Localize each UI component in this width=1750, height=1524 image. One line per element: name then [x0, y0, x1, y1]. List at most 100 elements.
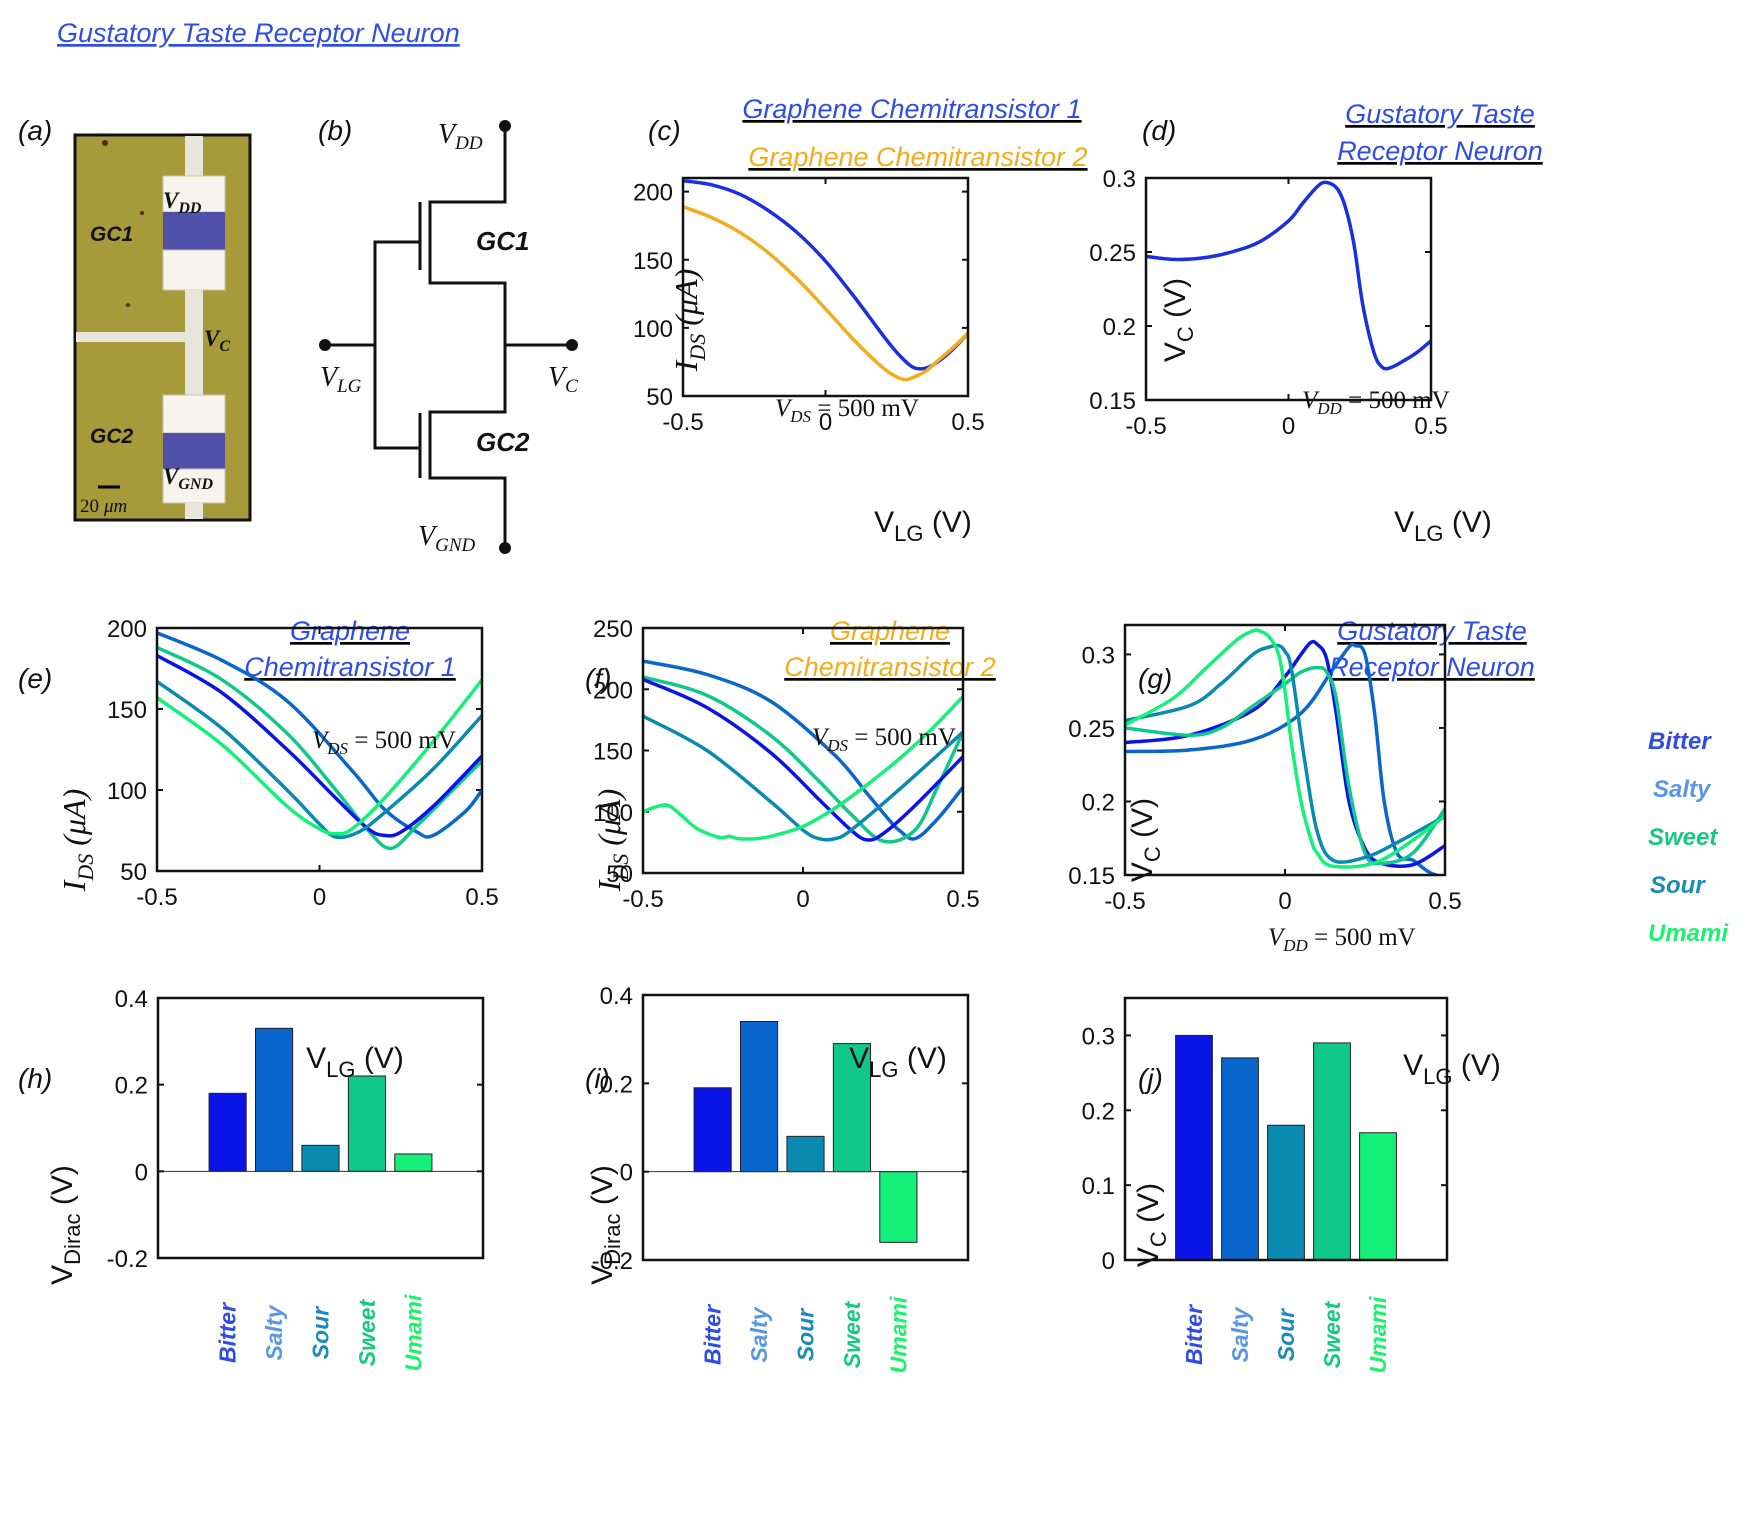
- bar-bitter: [1175, 1034, 1213, 1261]
- series-line-umami: [1125, 628, 1445, 869]
- title-f-line2: Chemitransistor 2: [784, 652, 996, 682]
- x-category-label: Salty: [746, 1306, 772, 1362]
- series-line-graphene-chemitransistor-1: [683, 178, 968, 371]
- xlabel-g: VLG (V): [1403, 1049, 1501, 1089]
- bar-salty: [740, 1021, 779, 1173]
- y-tick-label: 0.15: [1068, 863, 1115, 890]
- y-tick-label: 50: [606, 861, 633, 888]
- y-tick-label: 0.15: [1089, 388, 1136, 415]
- bar-sour: [301, 1144, 340, 1172]
- circuit-gc1-label: GC1: [476, 226, 529, 256]
- x-tick-label: -0.5: [1104, 888, 1145, 915]
- x-category-label: Salty: [1227, 1306, 1253, 1362]
- y-tick-label: 0.3: [1082, 1023, 1115, 1050]
- panel-label-i: (i): [585, 1063, 610, 1094]
- y-tick-label: 200: [593, 677, 633, 704]
- panel-label-d: (d): [1142, 115, 1176, 146]
- y-tick-label: 0: [620, 1160, 633, 1187]
- panel-label-e: (e): [18, 663, 52, 694]
- series-line-gustatory-taste-receptor-neuron: [1146, 180, 1431, 371]
- x-tick-label: 0: [1282, 413, 1295, 440]
- circuit-vdd-label: VDD: [438, 119, 483, 154]
- panel-label-j: (j): [1138, 1063, 1163, 1094]
- ylabel-i: VDirac (V): [586, 1165, 625, 1285]
- chart-c: -0.5 0 0.5 50 100 150 200: [633, 176, 985, 436]
- scale-bar-label: 20 μm: [80, 496, 127, 517]
- title-e-line1: Graphene: [290, 616, 410, 646]
- bar-umami: [879, 1171, 918, 1243]
- y-tick-label: 200: [107, 616, 147, 643]
- title-f-line1: Graphene: [830, 616, 950, 646]
- legend-g-bitter: Bitter: [1648, 728, 1712, 755]
- plot-frame: [681, 176, 970, 398]
- vdd-terminal: [499, 120, 511, 132]
- y-tick-label: 50: [646, 384, 673, 411]
- x-category-label: Sour: [308, 1306, 334, 1359]
- device-micrograph: [73, 133, 252, 522]
- x-category-label: Bitter: [1181, 1304, 1207, 1365]
- bar-sweet: [832, 1043, 871, 1173]
- title-c-gc2: Graphene Chemitransistor 2: [748, 142, 1087, 172]
- y-tick-label: 0: [1102, 1248, 1115, 1275]
- xlabel-c: VLG (V): [874, 506, 972, 546]
- y-tick-label: 100: [107, 778, 147, 805]
- series-line-graphene-chemitransistor-2: [683, 204, 968, 382]
- x-tick-label: 0.5: [1428, 888, 1461, 915]
- panel-label-f: (f): [585, 663, 611, 694]
- chart-i: Bitter Salty Sour Sweet Umami -0.2 0 0.2 0.4: [592, 983, 970, 1373]
- series-group: [157, 631, 482, 851]
- vgnd-terminal: [499, 542, 511, 554]
- title-d-line2: Receptor Neuron: [1337, 136, 1543, 166]
- series-line-umami: [157, 678, 482, 836]
- ylabel-f: IDS (μA): [591, 789, 633, 892]
- ylabel-e: IDS (μA): [56, 789, 98, 892]
- xlabel-d: VLG (V): [1394, 506, 1492, 546]
- plot-frame: [156, 996, 485, 1260]
- note-c: VDS = 500 mV: [775, 395, 919, 426]
- circuit-vlg-label: VLG: [320, 362, 362, 397]
- y-tick-label: 0.25: [1089, 240, 1136, 267]
- plot-frame: [641, 626, 965, 875]
- y-tick-label: 0.25: [1068, 716, 1115, 743]
- bar-sweet: [347, 1075, 387, 1172]
- legend-g-umami: Umami: [1648, 920, 1729, 947]
- y-tick-label: 100: [633, 316, 673, 343]
- x-category-label: Bitter: [700, 1304, 726, 1365]
- y-tick-label: 0: [135, 1159, 148, 1186]
- title-d-line1: Gustatory Taste: [1345, 99, 1535, 129]
- series-line-sour: [643, 714, 963, 842]
- legend-g-sour: Sour: [1650, 872, 1706, 899]
- x-category-label: Salty: [261, 1304, 287, 1360]
- x-category-label: Umami: [400, 1294, 426, 1371]
- x-category-label: Bitter: [215, 1302, 241, 1363]
- series-group: [643, 659, 963, 844]
- plot-frame: [1123, 996, 1449, 1262]
- y-tick-label: -0.2: [592, 1248, 633, 1275]
- x-category-label: Umami: [1365, 1296, 1391, 1373]
- y-tick-label: 0.3: [1082, 642, 1115, 669]
- x-tick-label: 0: [1278, 888, 1291, 915]
- title-c-gc1: Graphene Chemitransistor 1: [742, 94, 1081, 124]
- series-line-umami: [643, 695, 963, 841]
- x-tick-label: 0: [313, 884, 326, 911]
- bar-sour: [786, 1135, 825, 1173]
- x-tick-label: 0.5: [465, 884, 498, 911]
- micrograph-vgnd-label: VGND: [163, 464, 213, 493]
- panel-label-g: (g): [1138, 663, 1172, 694]
- bar-bitter: [208, 1092, 247, 1172]
- plot-frame: [641, 993, 970, 1262]
- x-tick-label: -0.5: [1125, 413, 1166, 440]
- ylabel-h: VDirac (V): [46, 1165, 85, 1285]
- title-g-line1: Gustatory Taste: [1337, 616, 1527, 646]
- title-e-line2: Chemitransistor 1: [244, 652, 456, 682]
- vlg-terminal: [319, 339, 331, 351]
- y-tick-label: 150: [633, 248, 673, 275]
- x-category-label: Sour: [793, 1308, 819, 1361]
- note-e: VDS = 500 mV: [312, 727, 456, 758]
- bar-bitter: [693, 1087, 732, 1173]
- plot-frame: [1144, 176, 1433, 402]
- y-tick-label: 100: [593, 800, 633, 827]
- x-tick-label: 0.5: [1414, 413, 1447, 440]
- panel-label-b: (b): [318, 115, 352, 146]
